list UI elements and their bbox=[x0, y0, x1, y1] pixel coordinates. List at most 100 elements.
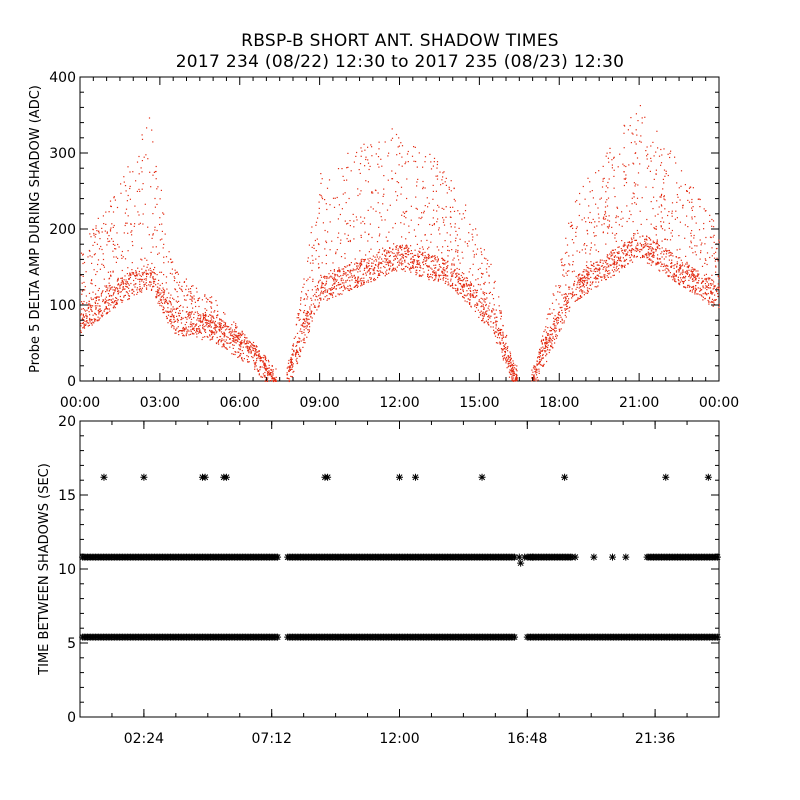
scatter-point bbox=[315, 250, 317, 252]
scatter-point bbox=[254, 366, 256, 368]
scatter-point bbox=[88, 303, 90, 305]
scatter-point bbox=[117, 257, 119, 259]
scatter-point bbox=[472, 295, 474, 297]
scatter-point bbox=[698, 280, 700, 282]
scatter-point bbox=[175, 271, 177, 273]
scatter-point bbox=[157, 289, 159, 291]
scatter-point bbox=[549, 330, 551, 332]
scatter-point bbox=[646, 257, 648, 259]
scatter-point bbox=[485, 268, 488, 270]
scatter-point bbox=[647, 251, 649, 253]
scatter-point bbox=[507, 346, 509, 348]
scatter-point bbox=[450, 180, 452, 182]
scatter-point bbox=[612, 263, 614, 265]
scatter-point bbox=[186, 306, 188, 308]
scatter-point bbox=[595, 203, 597, 205]
scatter-point bbox=[201, 299, 203, 301]
scatter-point bbox=[434, 278, 436, 280]
scatter-point bbox=[667, 275, 670, 278]
scatter-point bbox=[325, 241, 328, 244]
scatter-point bbox=[378, 235, 380, 237]
scatter-point bbox=[552, 337, 554, 339]
scatter-point bbox=[612, 259, 614, 261]
scatter-point bbox=[476, 304, 478, 306]
scatter-point bbox=[511, 374, 513, 376]
scatter-point bbox=[220, 341, 222, 343]
scatter-point bbox=[690, 270, 692, 272]
scatter-point bbox=[442, 259, 444, 261]
scatter-point bbox=[96, 305, 98, 307]
scatter-point bbox=[104, 302, 106, 304]
scatter-point bbox=[623, 260, 625, 262]
scatter-point bbox=[339, 269, 341, 271]
scatter-point bbox=[272, 374, 274, 376]
scatter-point bbox=[384, 275, 386, 277]
scatter-point bbox=[363, 267, 366, 270]
scatter-point bbox=[503, 345, 505, 348]
scatter-point bbox=[370, 281, 372, 283]
scatter-point bbox=[601, 224, 603, 226]
scatter-point bbox=[320, 287, 322, 289]
scatter-point bbox=[104, 301, 106, 303]
scatter-point bbox=[469, 281, 472, 283]
scatter-point bbox=[412, 261, 414, 263]
scatter-point bbox=[446, 267, 448, 269]
scatter-point bbox=[90, 304, 92, 307]
scatter-point bbox=[687, 265, 689, 267]
scatter-point bbox=[656, 257, 658, 259]
scatter-point bbox=[513, 374, 515, 377]
scatter-point bbox=[228, 326, 230, 328]
scatter-point bbox=[555, 299, 557, 301]
scatter-point bbox=[696, 282, 698, 284]
scatter-point bbox=[553, 320, 555, 323]
scatter-point bbox=[434, 258, 436, 260]
scatter-point bbox=[508, 361, 510, 363]
scatter-point bbox=[555, 317, 557, 320]
scatter-point bbox=[613, 271, 615, 273]
scatter-point bbox=[436, 175, 439, 177]
scatter-point bbox=[337, 284, 339, 286]
scatter-point bbox=[705, 273, 707, 275]
scatter-point bbox=[609, 152, 611, 154]
scatter-point bbox=[573, 242, 575, 244]
scatter-point bbox=[671, 212, 673, 214]
scatter-point bbox=[501, 351, 503, 353]
scatter-point bbox=[333, 287, 335, 289]
scatter-point bbox=[210, 321, 212, 324]
scatter-point bbox=[407, 161, 409, 163]
scatter-point bbox=[416, 243, 418, 245]
scatter-point bbox=[345, 287, 347, 289]
scatter-point bbox=[188, 317, 190, 319]
scatter-point bbox=[550, 330, 552, 332]
scatter-point bbox=[180, 288, 182, 290]
scatter-point bbox=[613, 261, 615, 263]
scatter-point bbox=[348, 289, 351, 292]
scatter-point bbox=[303, 326, 305, 328]
scatter-point bbox=[356, 280, 358, 282]
scatter-point bbox=[189, 311, 191, 314]
scatter-point bbox=[226, 328, 228, 330]
scatter-point bbox=[361, 280, 363, 282]
scatter-point bbox=[200, 332, 202, 334]
scatter-point bbox=[93, 269, 95, 271]
scatter-point bbox=[501, 339, 503, 341]
scatter-point bbox=[612, 254, 614, 256]
scatter-point bbox=[214, 327, 217, 329]
scatter-point bbox=[290, 360, 292, 363]
scatter-point bbox=[453, 270, 455, 272]
scatter-point bbox=[711, 298, 714, 300]
scatter-point bbox=[690, 269, 692, 271]
scatter-point bbox=[460, 288, 462, 290]
scatter-point bbox=[674, 278, 676, 280]
scatter-point bbox=[708, 277, 710, 279]
scatter-point bbox=[357, 194, 359, 197]
scatter-point bbox=[670, 266, 672, 268]
scatter-point bbox=[651, 260, 653, 262]
scatter-point bbox=[320, 182, 322, 184]
scatter-point bbox=[605, 201, 607, 203]
scatter-point bbox=[141, 138, 144, 140]
scatter-point bbox=[326, 187, 329, 189]
scatter-point bbox=[560, 328, 562, 330]
scatter-point bbox=[541, 339, 543, 341]
scatter-point bbox=[312, 259, 314, 261]
